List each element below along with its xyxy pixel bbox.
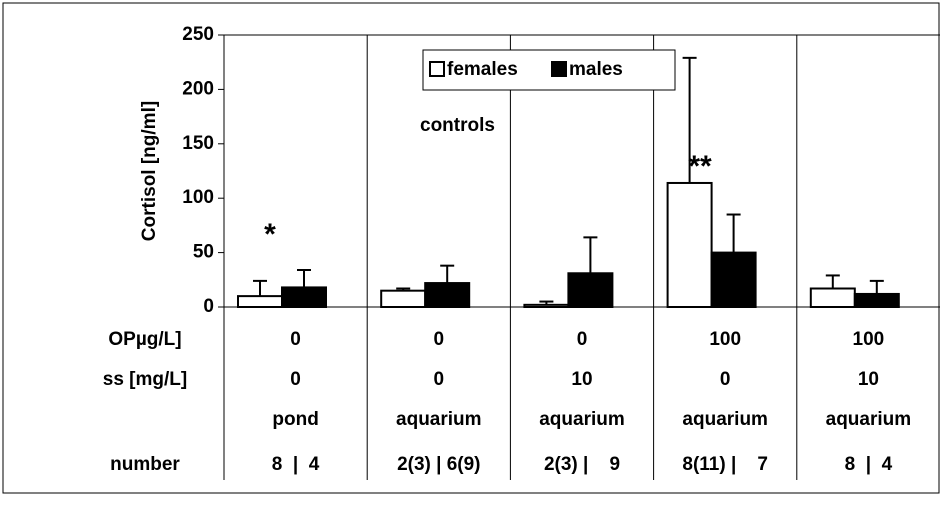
table-cell: aquarium bbox=[826, 409, 912, 430]
legend-label: males bbox=[569, 59, 623, 80]
table-cell: 0 bbox=[720, 369, 731, 390]
bar bbox=[237, 295, 283, 308]
y-tick-label: 50 bbox=[193, 242, 214, 263]
y-tick-label: 200 bbox=[182, 78, 214, 99]
bar bbox=[710, 251, 757, 309]
table-cell: 0 bbox=[290, 369, 301, 390]
table-cell: 10 bbox=[858, 369, 879, 390]
y-tick-label: 250 bbox=[182, 24, 214, 45]
table-cell: aquarium bbox=[539, 409, 625, 430]
table-cell: 2(3) | 6(9) bbox=[397, 454, 480, 475]
annotation: controls bbox=[420, 115, 495, 136]
table-cell: aquarium bbox=[396, 409, 482, 430]
y-tick-label: 150 bbox=[182, 133, 214, 154]
row-label: OPµg/L] bbox=[108, 329, 181, 350]
bar bbox=[853, 292, 900, 308]
table-cell: 0 bbox=[434, 329, 445, 350]
bar bbox=[567, 272, 614, 309]
table-cell: 100 bbox=[709, 329, 741, 350]
table-cell: 8 | 4 bbox=[272, 454, 320, 475]
table-cell: aquarium bbox=[682, 409, 768, 430]
table-cell: 0 bbox=[434, 369, 445, 390]
y-tick-label: 100 bbox=[182, 187, 214, 208]
annotation: * bbox=[264, 218, 276, 251]
bar bbox=[424, 282, 471, 308]
table-cell: 100 bbox=[853, 329, 885, 350]
annotation: ** bbox=[688, 150, 712, 183]
table-cell: 10 bbox=[571, 369, 592, 390]
bar bbox=[523, 303, 570, 309]
bar bbox=[666, 181, 713, 308]
legend-swatch bbox=[551, 61, 567, 77]
table-cell: 8 | 4 bbox=[845, 454, 893, 475]
legend-box bbox=[422, 49, 676, 91]
legend-label: females bbox=[447, 59, 518, 80]
bar bbox=[809, 287, 856, 308]
table-cell: 2(3) | 9 bbox=[544, 454, 620, 475]
row-label: ss [mg/L] bbox=[103, 369, 187, 390]
row-label: number bbox=[110, 454, 180, 475]
table-cell: 0 bbox=[290, 329, 301, 350]
bar bbox=[281, 286, 327, 308]
table-cell: pond bbox=[272, 409, 318, 430]
legend-swatch bbox=[429, 61, 445, 77]
table-cell: 8(11) | 7 bbox=[682, 454, 768, 475]
y-axis-label: Cortisol [ng/ml] bbox=[139, 101, 160, 241]
y-tick-label: 0 bbox=[203, 296, 214, 317]
bar bbox=[380, 289, 427, 308]
table-cell: 0 bbox=[577, 329, 588, 350]
